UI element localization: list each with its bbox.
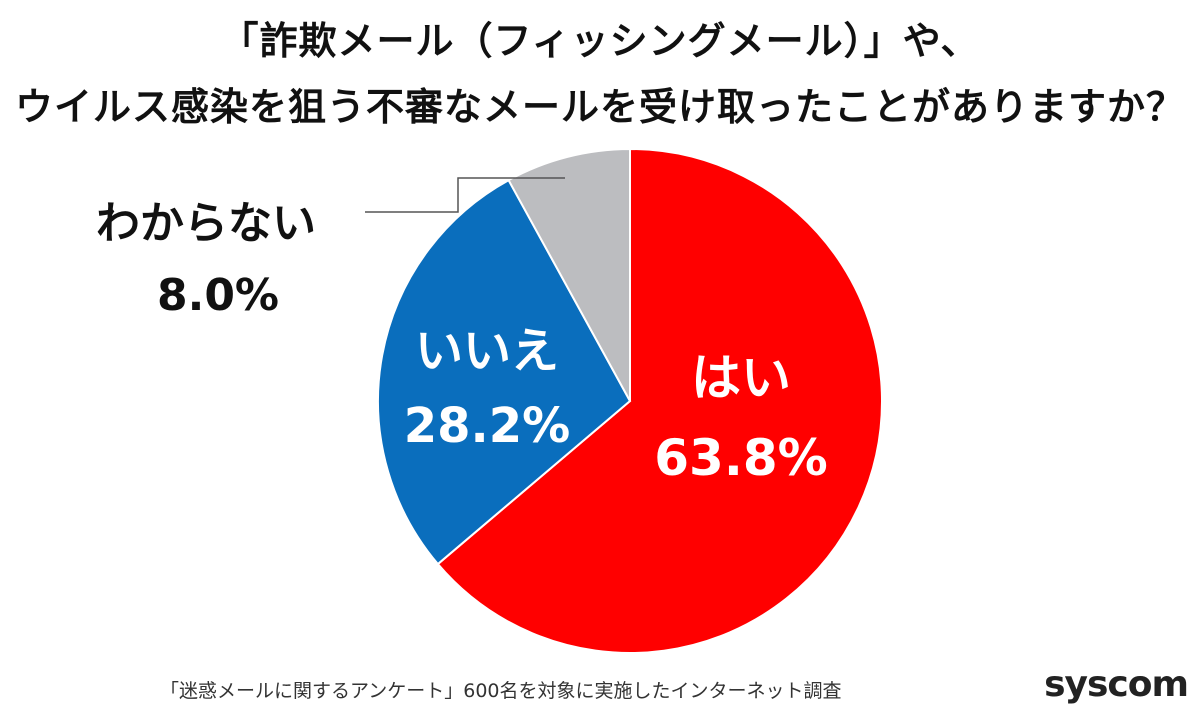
survey-footnote: 「迷惑メールに関するアンケート」600名を対象に実施したインターネット調査 (160, 680, 842, 702)
slice-label-wakaranai: わからない (96, 198, 316, 249)
chart-title-line-1: 「詐欺メール（フィッシングメール）」や、 (220, 19, 980, 63)
syscom-logo: syscom (1044, 664, 1189, 705)
leader-line-wakaranai (365, 177, 565, 213)
slice-label-hai: はい (691, 349, 791, 407)
slice-value-wakaranai: 8.0% (157, 270, 279, 321)
slice-value-hai: 63.8% (654, 429, 827, 487)
slice-label-iie: いいえ (415, 323, 559, 379)
slice-hai (436, 147, 883, 654)
chart-title-line-2: ウイルス感染を狙う不審なメールを受け取ったことがありますか？ (14, 85, 1185, 129)
slice-value-iie: 28.2% (404, 398, 571, 454)
slice-iie (377, 178, 632, 566)
